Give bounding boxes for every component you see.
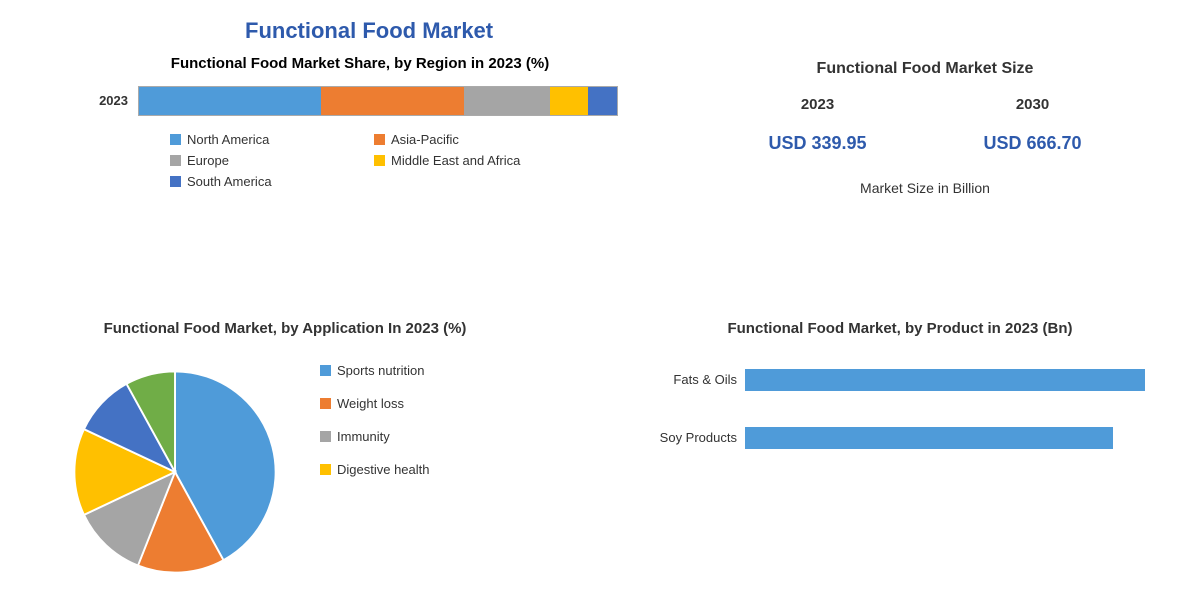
page-title: Functional Food Market	[245, 18, 493, 44]
legend-label: Weight loss	[337, 396, 404, 411]
market-size-col-2023: 2023 USD 339.95	[721, 96, 915, 154]
legend-label: Asia-Pacific	[391, 132, 459, 147]
hbar-bar	[745, 427, 1113, 449]
legend-swatch-icon	[320, 464, 331, 475]
market-size-year-1: 2030	[936, 96, 1130, 113]
stacked-seg	[588, 87, 617, 115]
legend-label: Immunity	[337, 429, 390, 444]
market-size-col-2030: 2030 USD 666.70	[936, 96, 1130, 154]
legend-item: South America	[170, 174, 350, 189]
legend-swatch-icon	[170, 155, 181, 166]
market-size-note: Market Size in Billion	[710, 180, 1140, 196]
legend-label: Europe	[187, 153, 229, 168]
stacked-bar-row: 2023	[80, 86, 640, 116]
stacked-seg	[139, 87, 321, 115]
stacked-year-label: 2023	[80, 93, 138, 108]
stacked-legend: North America Asia-Pacific Europe Middle Ea…	[170, 132, 600, 189]
market-size-panel: Functional Food Market Size 2023 USD 339…	[710, 60, 1140, 196]
legend-item: Digestive health	[320, 462, 430, 477]
legend-label: South America	[187, 174, 272, 189]
application-pie-title: Functional Food Market, by Application I…	[0, 320, 630, 339]
legend-label: Digestive health	[337, 462, 430, 477]
hbar-row: Fats & Oils	[640, 369, 1160, 391]
legend-item: Asia-Pacific	[374, 132, 554, 147]
legend-item: Immunity	[320, 429, 430, 444]
region-share-title: Functional Food Market Share, by Region …	[80, 55, 640, 74]
legend-swatch-icon	[374, 155, 385, 166]
pie-svg	[60, 357, 290, 587]
stacked-seg	[464, 87, 550, 115]
hbar-label: Fats & Oils	[640, 372, 745, 387]
stacked-seg	[321, 87, 464, 115]
hbar-label: Soy Products	[640, 430, 745, 445]
legend-item: Sports nutrition	[320, 363, 430, 378]
application-pie-chart: Functional Food Market, by Application I…	[60, 320, 630, 587]
product-hbar-title: Functional Food Market, by Product in 20…	[640, 320, 1160, 339]
market-size-title: Functional Food Market Size	[710, 60, 1140, 78]
legend-swatch-icon	[320, 365, 331, 376]
market-size-value-0: USD 339.95	[721, 133, 915, 154]
market-size-columns: 2023 USD 339.95 2030 USD 666.70	[710, 96, 1140, 154]
pie-legend: Sports nutrition Weight loss Immunity Diges…	[320, 363, 430, 477]
legend-item: Europe	[170, 153, 350, 168]
market-size-year-0: 2023	[721, 96, 915, 113]
legend-swatch-icon	[320, 431, 331, 442]
stacked-seg	[550, 87, 588, 115]
hbar-rows: Fats & Oils Soy Products	[640, 369, 1160, 449]
legend-label: Middle East and Africa	[391, 153, 520, 168]
hbar-bar	[745, 369, 1145, 391]
legend-label: North America	[187, 132, 269, 147]
market-size-value-1: USD 666.70	[936, 133, 1130, 154]
legend-swatch-icon	[170, 134, 181, 145]
legend-label: Sports nutrition	[337, 363, 424, 378]
legend-item: Middle East and Africa	[374, 153, 554, 168]
stacked-bar	[138, 86, 618, 116]
hbar-row: Soy Products	[640, 427, 1160, 449]
legend-item: North America	[170, 132, 350, 147]
legend-swatch-icon	[374, 134, 385, 145]
product-hbar-chart: Functional Food Market, by Product in 20…	[640, 320, 1160, 485]
legend-swatch-icon	[320, 398, 331, 409]
region-share-chart: Functional Food Market Share, by Region …	[80, 55, 640, 189]
legend-swatch-icon	[170, 176, 181, 187]
legend-item: Weight loss	[320, 396, 430, 411]
